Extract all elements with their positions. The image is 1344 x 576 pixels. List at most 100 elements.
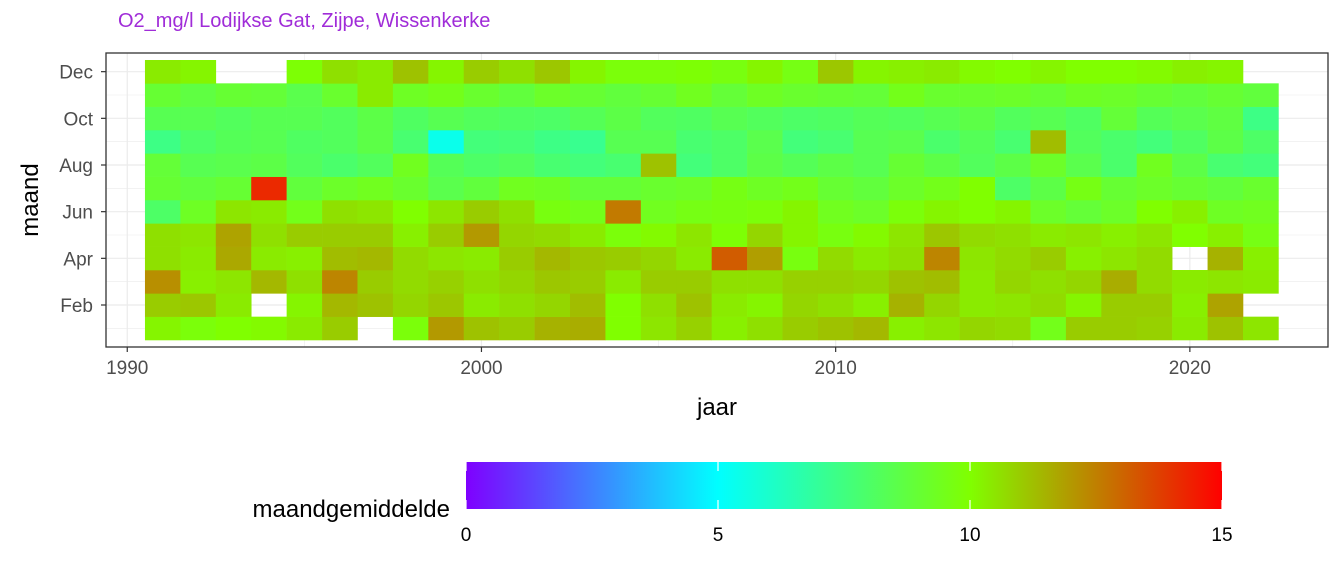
heatmap-tile: [1172, 293, 1208, 317]
heatmap-tile: [180, 83, 217, 107]
heatmap-tile: [747, 246, 783, 271]
heatmap-tile: [782, 200, 819, 224]
heatmap-tile: [534, 270, 571, 294]
heatmap-tile: [286, 130, 323, 154]
heatmap-tile: [640, 130, 677, 154]
heatmap-tile: [499, 200, 535, 224]
heatmap-tile: [322, 200, 358, 224]
heatmap-tile: [357, 270, 394, 294]
y-tick-label: Apr: [63, 249, 93, 270]
heatmap-tile: [322, 176, 358, 201]
heatmap-tile: [1136, 246, 1173, 271]
heatmap-tile: [1065, 200, 1102, 224]
heatmap-tile: [392, 293, 429, 317]
heatmap-tile: [747, 153, 783, 177]
heatmap-tile: [534, 200, 571, 224]
heatmap-tile: [1101, 130, 1138, 154]
heatmap-tile: [499, 153, 535, 177]
heatmap-tile: [817, 270, 854, 294]
heatmap-tile: [959, 223, 996, 247]
heatmap-tile: [322, 293, 358, 317]
heatmap-tile: [570, 176, 606, 201]
heatmap-tile: [1030, 106, 1067, 131]
heatmap-tile: [888, 316, 925, 341]
heatmap-tile: [499, 293, 535, 317]
heatmap-tile: [1207, 270, 1244, 294]
heatmap-tile: [924, 153, 960, 177]
heatmap-tile: [959, 130, 996, 154]
heatmap-tile: [1136, 130, 1173, 154]
y-tick-label: Oct: [63, 109, 93, 130]
heatmap-tile: [392, 316, 429, 341]
heatmap-tile: [215, 270, 252, 294]
heatmap-tile: [747, 130, 783, 154]
heatmap-tile: [392, 223, 429, 247]
heatmap-tile: [251, 223, 287, 247]
heatmap-tile: [180, 316, 217, 341]
heatmap-tile: [428, 153, 465, 177]
heatmap-tile: [499, 270, 535, 294]
heatmap-tile: [817, 83, 854, 107]
heatmap-tile: [1030, 223, 1067, 247]
heatmap-tile: [1172, 223, 1208, 247]
heatmap-tile: [570, 293, 606, 317]
y-tick-label: Feb: [60, 296, 93, 317]
heatmap-tile: [924, 83, 960, 107]
heatmap-tile: [782, 153, 819, 177]
heatmap-tile: [995, 153, 1031, 177]
heatmap-tile: [1065, 153, 1102, 177]
heatmap-tile: [1030, 60, 1067, 84]
heatmap-tile: [995, 270, 1031, 294]
heatmap-tile: [959, 270, 996, 294]
heatmap-tile: [144, 60, 181, 84]
heatmap-tile: [711, 293, 748, 317]
heatmap-tile: [286, 293, 323, 317]
heatmap-tile: [747, 316, 783, 341]
heatmap-tile: [392, 246, 429, 271]
heatmap-tile: [640, 223, 677, 247]
heatmap-tile: [1101, 83, 1138, 107]
heatmap-tile: [605, 200, 642, 224]
heatmap-tile: [605, 316, 642, 341]
heatmap-tile: [286, 200, 323, 224]
heatmap-tile: [605, 293, 642, 317]
heatmap-tile: [1207, 200, 1244, 224]
heatmap-tile: [1101, 270, 1138, 294]
heatmap-tile: [1136, 106, 1173, 131]
heatmap-tile: [215, 200, 252, 224]
heatmap-tile: [570, 200, 606, 224]
heatmap-tile: [888, 200, 925, 224]
heatmap-tile: [1242, 106, 1279, 131]
heatmap-tile: [215, 130, 252, 154]
heatmap-tile: [782, 246, 819, 271]
heatmap-tile: [995, 246, 1031, 271]
heatmap-tile: [1101, 106, 1138, 131]
heatmap-tile: [640, 83, 677, 107]
heatmap-tile: [392, 200, 429, 224]
heatmap-tile: [144, 130, 181, 154]
heatmap-tile: [286, 176, 323, 201]
heatmap-tile: [605, 223, 642, 247]
heatmap-tile: [995, 130, 1031, 154]
heatmap-tile: [853, 153, 890, 177]
heatmap-tile: [853, 176, 890, 201]
heatmap-tile: [463, 176, 500, 201]
heatmap-tile: [322, 223, 358, 247]
heatmap-tile: [180, 270, 217, 294]
heatmap-tile: [251, 176, 287, 201]
heatmap-tile: [676, 153, 712, 177]
heatmap-tile: [817, 293, 854, 317]
heatmap-tile: [817, 176, 854, 201]
heatmap-tile: [676, 176, 712, 201]
heatmap-tile: [924, 316, 960, 341]
heatmap-tile: [747, 83, 783, 107]
heatmap-tile: [392, 60, 429, 84]
heatmap-tile: [251, 316, 287, 341]
heatmap-tile: [1172, 176, 1208, 201]
heatmap-tile: [959, 106, 996, 131]
heatmap-tile: [1207, 83, 1244, 107]
heatmap-tile: [853, 293, 890, 317]
heatmap-tile: [392, 176, 429, 201]
heatmap-tile: [428, 130, 465, 154]
heatmap-tile: [322, 153, 358, 177]
